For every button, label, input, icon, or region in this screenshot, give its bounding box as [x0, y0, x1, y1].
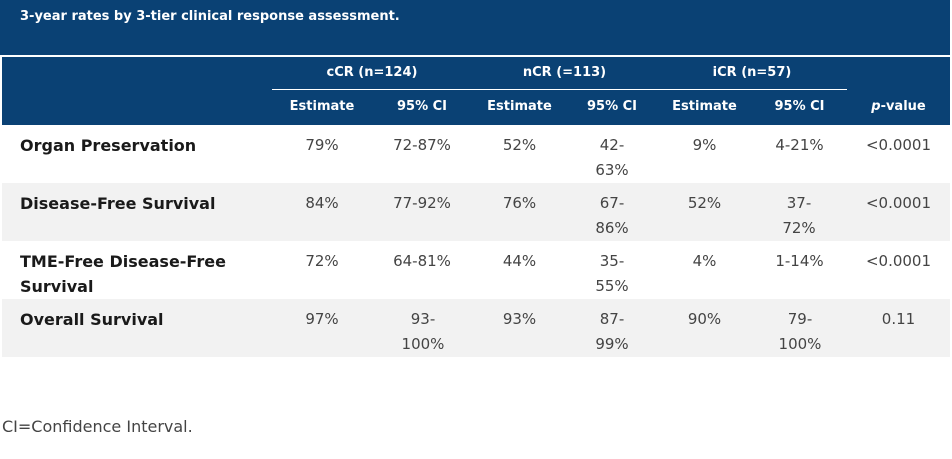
table-row: Overall Survival 97% 93-100% 93% 87-99% … — [2, 299, 950, 357]
cell-ccr-estimate: 72% — [305, 252, 339, 270]
cell-ncr-ci: 35-55% — [595, 252, 629, 295]
cell-pvalue: 0.11 — [881, 310, 916, 328]
table-header: cCR (n=124) nCR (=113) iCR (n=57) Estima… — [2, 57, 950, 125]
cell-ccr-estimate: 84% — [305, 194, 339, 212]
pvalue-header-rest: -value — [880, 99, 926, 114]
cell-ncr-ci: 67-86% — [595, 194, 629, 237]
cell-ncr-ci: 42-63% — [595, 136, 629, 179]
cell-ccr-ci: 93-100% — [401, 310, 445, 353]
row-label: TME-Free Disease-Free Survival — [20, 252, 226, 296]
cell-ncr-estimate: 93% — [502, 310, 537, 328]
cell-icr-estimate: 9% — [692, 136, 717, 154]
table-caption: 3-year rates by 3-tier clinical response… — [20, 9, 400, 24]
col-header-icr-estimate: Estimate — [672, 99, 737, 114]
group-header-icr: iCR (n=57) — [712, 65, 792, 80]
row-label: Overall Survival — [20, 310, 164, 329]
cell-ncr-estimate: 52% — [502, 136, 537, 154]
table-row: Disease-Free Survival 84% 77-92% 76% 67-… — [2, 183, 950, 241]
cell-ccr-ci: 64-81% — [393, 252, 451, 270]
cell-pvalue: <0.0001 — [865, 194, 932, 212]
row-label: Disease-Free Survival — [20, 194, 216, 213]
cell-pvalue: <0.0001 — [865, 136, 932, 154]
col-header-ncr-ci: 95% CI — [586, 99, 638, 114]
group-header-ccr: cCR (n=124) — [326, 65, 418, 80]
table-caption-bar: 3-year rates by 3-tier clinical response… — [0, 0, 950, 55]
cell-icr-ci: 37-72% — [782, 194, 816, 237]
col-header-ncr-estimate: Estimate — [487, 99, 552, 114]
cell-ncr-ci: 87-99% — [595, 310, 629, 353]
table-footnote: CI=Confidence Interval. — [2, 417, 193, 436]
cell-ccr-ci: 72-87% — [393, 136, 451, 154]
cell-icr-estimate: 52% — [687, 194, 722, 212]
cell-ncr-estimate: 44% — [502, 252, 537, 270]
cell-icr-ci: 79-100% — [778, 310, 822, 353]
cell-ccr-ci: 77-92% — [393, 194, 451, 212]
row-label: Organ Preservation — [20, 136, 197, 155]
pvalue-header-italic: p — [871, 99, 881, 114]
table-row: Organ Preservation 79% 72-87% 52% 42-63%… — [2, 125, 950, 183]
cell-ccr-estimate: 79% — [305, 136, 339, 154]
col-header-ccr-estimate: Estimate — [289, 99, 355, 114]
cell-icr-ci: 1-14% — [775, 252, 824, 270]
col-header-icr-ci: 95% CI — [774, 99, 825, 114]
group-header-divider — [272, 89, 847, 90]
table-row: TME-Free Disease-Free Survival 72% 64-81… — [2, 241, 950, 299]
cell-ccr-estimate: 97% — [305, 310, 339, 328]
cell-icr-estimate: 90% — [687, 310, 722, 328]
cell-icr-estimate: 4% — [692, 252, 717, 270]
col-header-pvalue: p-value — [847, 99, 950, 114]
cell-pvalue: <0.0001 — [865, 252, 932, 270]
cell-ncr-estimate: 76% — [502, 194, 537, 212]
group-header-ncr: nCR (=113) — [522, 65, 607, 80]
cell-icr-ci: 4-21% — [775, 136, 824, 154]
col-header-ccr-ci: 95% CI — [396, 99, 448, 114]
